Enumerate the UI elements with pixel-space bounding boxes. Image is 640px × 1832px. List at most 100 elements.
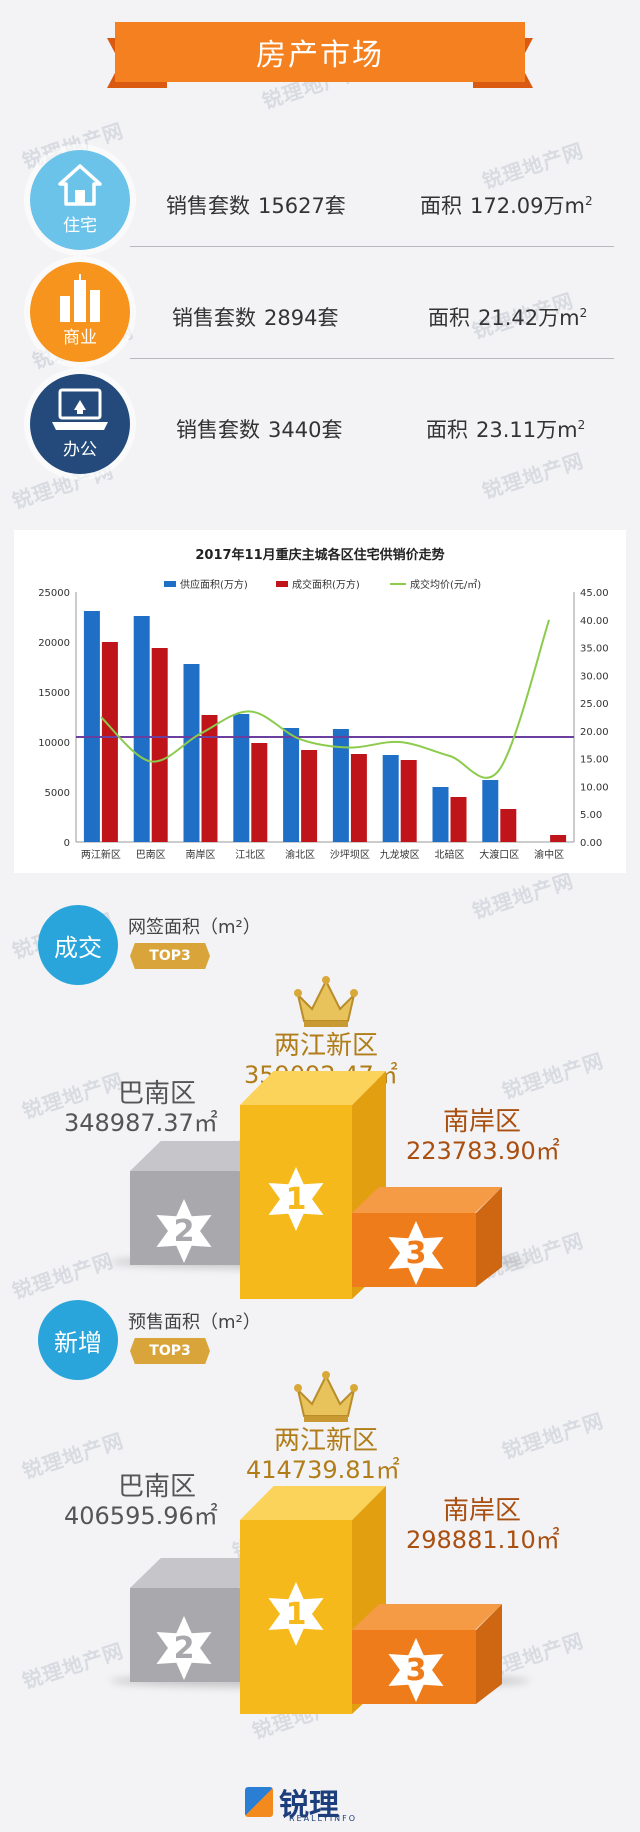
deal-bar: [301, 750, 318, 842]
x-tick-label: 渝中区: [534, 848, 564, 861]
divider: [130, 358, 614, 359]
y-tick-label: 15000: [38, 688, 70, 699]
legend-price: 成交均价(元/㎡): [390, 576, 481, 591]
y-tick-label: 20000: [38, 638, 70, 649]
office-badge: 办公: [30, 374, 130, 474]
presale-badge: 新增: [38, 1300, 118, 1380]
office-label: 办公: [63, 440, 97, 460]
supply-bar: [382, 755, 399, 842]
x-tick-label: 北碚区: [435, 848, 465, 861]
laptop-icon: [52, 388, 108, 430]
supply-bar: [233, 714, 250, 842]
x-tick-label: 渝北区: [285, 848, 315, 861]
presale-subtitle: 预售面积（m²）: [128, 1312, 261, 1333]
y-tick-label: 10000: [38, 738, 70, 749]
presale-third-value: 298881.10㎡: [406, 1526, 560, 1554]
logo-subtext: REALLYINFO: [289, 1814, 358, 1823]
presale-top3-tag: TOP3: [130, 1338, 210, 1364]
banner-title: 房产市场: [256, 38, 384, 73]
crown-icon: [294, 976, 358, 1027]
x-tick-label: 沙坪坝区: [330, 848, 370, 861]
presale-top3-section: 新增 预售面积（m²） TOP3 两江新区 414739.81㎡ 巴南区 406…: [0, 1300, 640, 1730]
deal-bar: [500, 809, 517, 842]
house-icon: [58, 164, 102, 206]
presale-second-name: 巴南区: [117, 1472, 196, 1502]
y2-tick-label: 45.00: [580, 588, 609, 599]
deal-bar: [350, 754, 367, 842]
chart-plot: 0 5000 10000 15000 20000 25000 0.00 5.00 10.00 15…: [38, 588, 609, 861]
y2-tick-label: 40.00: [580, 616, 609, 627]
supply-bar: [83, 611, 100, 842]
banner-bar: 房产市场: [115, 22, 525, 82]
residential-label: 住宅: [63, 216, 97, 236]
supply-bar: [332, 729, 349, 842]
commercial-label: 商业: [63, 328, 97, 348]
podium-third-top: [352, 1604, 502, 1630]
presale-third-name: 南岸区: [442, 1496, 521, 1526]
sales-row-commercial: 商业 销售套数 2894套 面积 21.42万m2: [0, 262, 640, 372]
district-chart: 2017年11月重庆主城各区住宅供销价走势 供应面积(万方) 成交面积(万方) …: [14, 530, 626, 873]
y2-tick-label: 25.00: [580, 699, 609, 710]
supply-bar: [133, 616, 150, 842]
legend-deal: 成交面积(万方): [276, 576, 360, 591]
y2-tick-label: 30.00: [580, 671, 609, 682]
y2-tick-label: 10.00: [580, 782, 609, 793]
y-tick-label: 0: [64, 838, 70, 849]
y2-tick-label: 15.00: [580, 755, 609, 766]
section-banner: 房产市场: [107, 8, 533, 94]
sales-row-residential: 住宅 销售套数 15627套 面积 172.09万m2: [0, 150, 640, 260]
sales-row-office: 办公 销售套数 3440套 面积 23.11万m2: [0, 374, 640, 484]
supply-bar: [482, 780, 499, 842]
podium-third-top: [352, 1187, 502, 1213]
x-tick-label: 南岸区: [186, 848, 216, 861]
deals-first-name: 两江新区: [273, 1031, 378, 1061]
buildings-icon: [60, 274, 100, 322]
deals-top3-section: 成交 网签面积（m²） TOP3 两江新区 359092.47㎡ 巴南区 348…: [0, 905, 640, 1335]
x-tick-label: 两江新区: [81, 848, 121, 861]
deals-third-name: 南岸区: [442, 1107, 521, 1137]
deals-top3-tag: TOP3: [130, 943, 210, 969]
office-count: 销售套数 3440套: [176, 418, 343, 442]
logo-text: 锐理: [279, 1788, 339, 1823]
office-area: 面积 23.11万m2: [426, 418, 586, 442]
deal-bar: [151, 648, 168, 842]
residential-count: 销售套数 15627套: [166, 194, 346, 218]
y2-tick-label: 0.00: [580, 838, 602, 849]
commercial-count: 销售套数 2894套: [172, 306, 339, 330]
deal-bar: [101, 642, 118, 842]
y2-tick-label: 35.00: [580, 644, 609, 655]
crown-icon: [294, 1371, 358, 1422]
logo-mark-icon: [245, 1787, 273, 1817]
presale-first-name: 两江新区: [273, 1426, 378, 1456]
y2-tick-label: 20.00: [580, 727, 609, 738]
price-line: [100, 619, 551, 779]
deals-badge: 成交: [38, 905, 118, 985]
deals-third-value: 223783.90㎡: [406, 1137, 560, 1165]
deal-bar: [450, 797, 467, 842]
deals-subtitle: 网签面积（m²）: [128, 917, 261, 938]
brand-logo: 锐理 REALLYINFO: [245, 1780, 355, 1824]
deals-second-name: 巴南区: [117, 1079, 196, 1109]
x-tick-label: 大渡口区: [479, 848, 519, 861]
residential-area: 面积 172.09万m2: [420, 194, 593, 218]
x-tick-label: 江北区: [235, 849, 265, 861]
deal-bar: [201, 715, 218, 842]
supply-bar: [283, 728, 300, 842]
legend-supply: 供应面积(万方): [164, 576, 248, 591]
deal-bar: [251, 743, 268, 842]
deal-bar: [550, 835, 567, 842]
supply-bar: [183, 664, 200, 842]
chart-title: 2017年11月重庆主城各区住宅供销价走势: [195, 548, 445, 563]
deal-bar: [400, 760, 417, 842]
y-tick-label: 5000: [45, 788, 70, 799]
residential-badge: 住宅: [30, 150, 130, 250]
supply-bar: [432, 787, 449, 842]
commercial-badge: 商业: [30, 262, 130, 362]
presale-first-value: 414739.81㎡: [246, 1456, 400, 1484]
y2-tick-label: 5.00: [580, 810, 602, 821]
x-tick-label: 巴南区: [136, 848, 166, 861]
x-tick-label: 九龙坡区: [380, 848, 420, 861]
deals-second-value: 348987.37㎡: [64, 1109, 218, 1137]
legend-supply-swatch: [164, 580, 176, 587]
